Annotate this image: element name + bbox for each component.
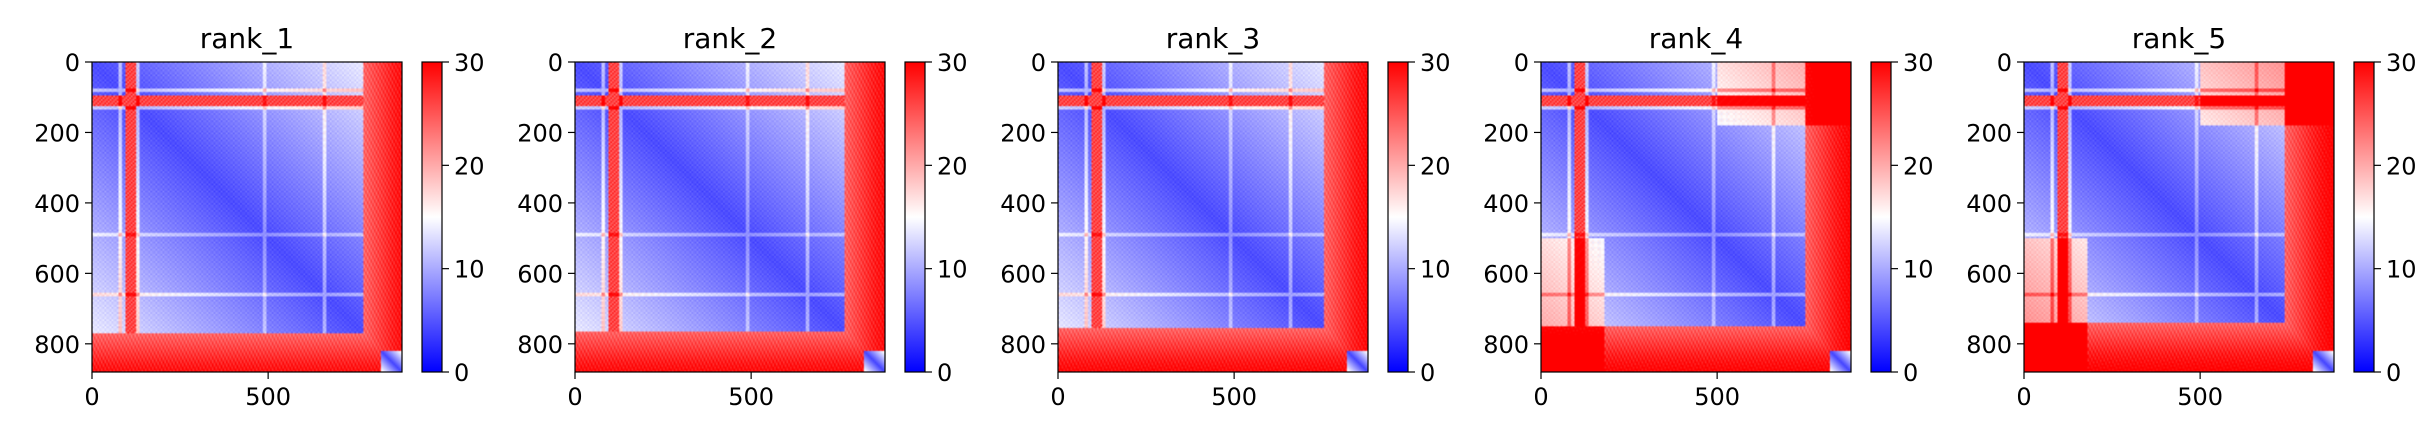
x-tick-label: 0: [567, 383, 582, 411]
colorbar: [421, 61, 443, 373]
colorbar-tick-label: 0: [1903, 359, 1918, 387]
heatmap-image: [2024, 62, 2334, 372]
y-tick-label: 200: [1966, 119, 2012, 147]
colorbar-tick-label: 0: [937, 359, 952, 387]
colorbar-tick-label: 20: [2386, 152, 2417, 180]
x-tick-label: 0: [84, 383, 99, 411]
colorbar: [904, 61, 926, 373]
panel-title: rank_1: [200, 22, 294, 55]
x-tick-label: 0: [1050, 383, 1065, 411]
x-tick-label: 500: [245, 383, 291, 411]
y-tick-label: 200: [1000, 119, 1046, 147]
y-tick-label: 600: [1000, 260, 1046, 288]
colorbar-tick-label: 10: [937, 256, 968, 284]
y-tick-label: 800: [1966, 331, 2012, 359]
colorbar-tick-label: 0: [1420, 359, 1435, 387]
y-tick-label: 0: [65, 49, 80, 77]
x-tick-label: 0: [2016, 383, 2031, 411]
colorbar-tick-label: 30: [2386, 49, 2417, 77]
colorbar-tick-label: 30: [454, 49, 485, 77]
colorbar-tick-label: 20: [1903, 152, 1934, 180]
panel-title: rank_3: [1166, 22, 1260, 55]
y-tick-label: 200: [517, 119, 563, 147]
colorbar: [2353, 61, 2375, 373]
plot-frame: [574, 61, 886, 373]
y-tick-label: 600: [517, 260, 563, 288]
y-tick-label: 0: [1031, 49, 1046, 77]
y-tick-label: 400: [1966, 190, 2012, 218]
colorbar-tick-label: 0: [454, 359, 469, 387]
y-tick-label: 800: [517, 331, 563, 359]
plot-frame: [2023, 61, 2335, 373]
colorbar-tick-label: 10: [454, 256, 485, 284]
colorbar-tick-label: 10: [1420, 256, 1451, 284]
y-tick-label: 400: [517, 190, 563, 218]
colorbar-tick-label: 30: [1903, 49, 1934, 77]
heatmap-image: [92, 62, 402, 372]
y-tick-label: 800: [1483, 331, 1529, 359]
y-tick-label: 400: [34, 190, 80, 218]
x-tick-label: 500: [2177, 383, 2223, 411]
y-tick-label: 800: [1000, 331, 1046, 359]
x-tick-label: 500: [1694, 383, 1740, 411]
x-tick-label: 500: [1211, 383, 1257, 411]
plot-frame: [1540, 61, 1852, 373]
colorbar-tick-label: 30: [937, 49, 968, 77]
y-tick-label: 0: [548, 49, 563, 77]
colorbar-tick-label: 30: [1420, 49, 1451, 77]
colorbar-tick-label: 20: [937, 152, 968, 180]
colorbar: [1387, 61, 1409, 373]
colorbar-tick-label: 10: [2386, 256, 2417, 284]
y-tick-label: 0: [1514, 49, 1529, 77]
colorbar-tick-label: 0: [2386, 359, 2401, 387]
panel-title: rank_2: [683, 22, 777, 55]
x-tick-label: 0: [1533, 383, 1548, 411]
y-tick-label: 200: [1483, 119, 1529, 147]
panel-title: rank_5: [2132, 22, 2226, 55]
y-tick-label: 200: [34, 119, 80, 147]
y-tick-label: 800: [34, 331, 80, 359]
plot-frame: [1057, 61, 1369, 373]
colorbar-tick-label: 20: [454, 152, 485, 180]
y-tick-label: 600: [34, 260, 80, 288]
y-tick-label: 400: [1483, 190, 1529, 218]
x-tick-label: 500: [728, 383, 774, 411]
colorbar: [1870, 61, 1892, 373]
y-tick-label: 0: [1997, 49, 2012, 77]
panel-title: rank_4: [1649, 22, 1743, 55]
colorbar-tick-label: 10: [1903, 256, 1934, 284]
y-tick-label: 600: [1483, 260, 1529, 288]
heatmap-image: [1541, 62, 1851, 372]
heatmap-image: [1058, 62, 1368, 372]
y-tick-label: 600: [1966, 260, 2012, 288]
plot-frame: [91, 61, 403, 373]
colorbar-tick-label: 20: [1420, 152, 1451, 180]
y-tick-label: 400: [1000, 190, 1046, 218]
heatmap-image: [575, 62, 885, 372]
